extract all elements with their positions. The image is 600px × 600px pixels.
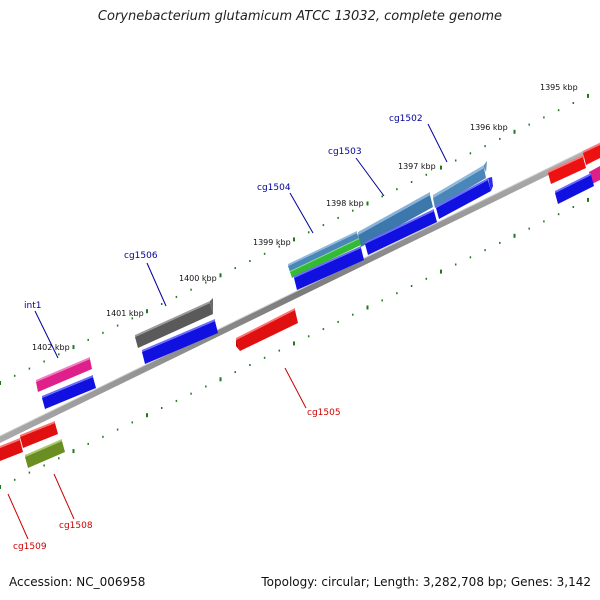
leader-line-cg1503 — [355, 157, 385, 197]
kbp-label-1397: 1397 kbp — [398, 162, 436, 171]
leader-line-cg1505 — [284, 367, 307, 409]
gene-bar-int1[interactable] — [36, 357, 92, 392]
genome-backbone — [0, 143, 600, 443]
map-title: Corynebacterium glutamicum ATCC 13032, c… — [97, 9, 503, 24]
leader-line-cg1502 — [427, 123, 448, 163]
gene-label-cg1504[interactable]: cg1504 — [257, 183, 291, 193]
gene-label-int1[interactable]: int1 — [24, 301, 41, 311]
cds-bar-cg1503[interactable] — [365, 209, 437, 255]
leader-line-int1 — [34, 310, 59, 359]
kbp-label-1401: 1401 kbp — [106, 309, 144, 318]
gene-label-cg1502[interactable]: cg1502 — [389, 114, 423, 124]
leader-line-cg1504 — [289, 192, 314, 234]
cds-bar-right-edge[interactable] — [555, 173, 594, 204]
gene-bar-cg1503[interactable] — [358, 192, 433, 247]
gene-bar-cg1504[interactable] — [288, 231, 361, 278]
kbp-label-1396: 1396 kbp — [470, 123, 508, 132]
gene-label-cg1508[interactable]: cg1508 — [59, 521, 93, 531]
inner-tick-row — [0, 197, 589, 489]
gene-label-cg1503[interactable]: cg1503 — [328, 147, 362, 157]
gene-label-cg1509[interactable]: cg1509 — [13, 542, 47, 552]
accession-text: Accession: NC_006958 — [9, 575, 146, 589]
outer-tick-row — [0, 93, 589, 385]
gene-bar-right-edge-red-mid[interactable] — [548, 155, 586, 184]
kbp-label-1398: 1398 kbp — [326, 199, 364, 208]
leader-line-cg1508 — [53, 473, 75, 520]
gene-label-cg1505[interactable]: cg1505 — [307, 408, 341, 418]
cds-bar-cg1506[interactable] — [142, 319, 218, 364]
leader-line-cg1506 — [146, 262, 167, 307]
cds-bar-int1[interactable] — [42, 375, 96, 409]
kbp-label-1399: 1399 kbp — [253, 238, 291, 247]
gene-label-cg1506[interactable]: cg1506 — [124, 251, 158, 261]
kbp-label-1395: 1395 kbp — [540, 83, 578, 92]
gene-bar-cg1502[interactable] — [433, 161, 487, 208]
backbone-highlight — [0, 142, 600, 437]
gene-bar-cg1509[interactable] — [0, 438, 23, 461]
gene-bar-cg1506[interactable] — [135, 298, 213, 348]
gene-bar-right-edge-red-top[interactable] — [583, 143, 600, 165]
gene-bar-cg1505[interactable] — [236, 308, 298, 351]
cds-bar-cg1504[interactable] — [294, 246, 364, 290]
leader-line-cg1509 — [7, 493, 29, 540]
kbp-label-1402: 1402 kbp — [32, 343, 70, 352]
gene-bar-cg1508-olive[interactable] — [25, 439, 65, 468]
genome-info-text: Topology: circular; Length: 3,282,708 bp… — [261, 575, 591, 589]
cds-bar-cg1502[interactable] — [436, 177, 493, 219]
gene-bar-cg1508[interactable] — [20, 421, 58, 448]
kbp-label-1400: 1400 kbp — [179, 274, 217, 283]
